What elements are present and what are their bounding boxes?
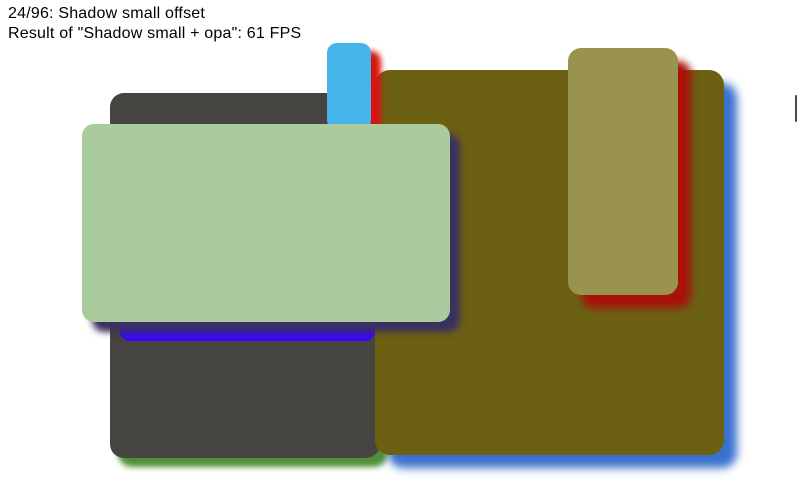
test-result-label: Result of "Shadow small + opa": 61 FPS bbox=[8, 25, 302, 42]
scrollbar-thumb[interactable] bbox=[795, 95, 797, 122]
light-green-card bbox=[82, 124, 450, 322]
light-olive-card bbox=[568, 48, 678, 295]
benchmark-header: 24/96: Shadow small offset Result of "Sh… bbox=[8, 4, 301, 44]
test-progress-label: 24/96: Shadow small offset bbox=[8, 5, 206, 22]
sky-blue-tab bbox=[327, 43, 371, 130]
